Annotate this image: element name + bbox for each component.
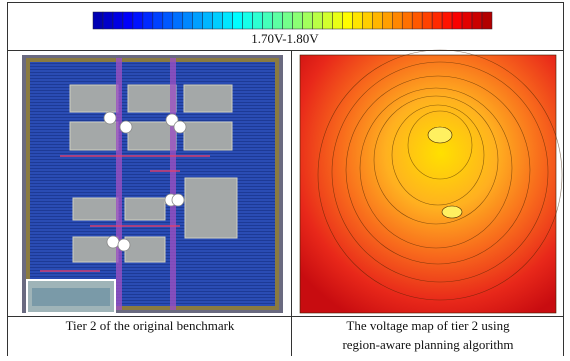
colorbar-swatch xyxy=(422,12,432,29)
colorbar-swatch xyxy=(402,12,412,29)
colorbar-swatch xyxy=(263,12,273,29)
colorbar-swatch xyxy=(193,12,203,29)
colorbar-swatch xyxy=(342,12,352,29)
colorbar-swatch xyxy=(283,12,293,29)
right-caption: region-aware planning algorithm xyxy=(342,337,513,352)
colorbar-swatch xyxy=(352,12,362,29)
colorbar-swatch xyxy=(293,12,303,29)
colorbar-swatch xyxy=(133,12,143,29)
colorbar-swatch xyxy=(113,12,123,29)
colorbar-swatch xyxy=(143,12,153,29)
colorbar-swatch xyxy=(103,12,113,29)
colorbar-swatch xyxy=(243,12,253,29)
colorbar xyxy=(93,12,492,29)
colorbar-swatch xyxy=(482,12,492,29)
right-caption: The voltage map of tier 2 using xyxy=(346,318,510,333)
colorbar-swatch xyxy=(362,12,372,29)
colorbar-swatch xyxy=(163,12,173,29)
colorbar-label: 1.70V-1.80V xyxy=(251,31,319,46)
colorbar-swatch xyxy=(462,12,472,29)
colorbar-swatch xyxy=(442,12,452,29)
colorbar-swatch xyxy=(153,12,163,29)
colorbar-swatch xyxy=(203,12,213,29)
colorbar-swatch xyxy=(183,12,193,29)
colorbar-swatch xyxy=(322,12,332,29)
colorbar-swatch xyxy=(412,12,422,29)
colorbar-swatch xyxy=(392,12,402,29)
colorbar-swatch xyxy=(382,12,392,29)
voltage-map xyxy=(300,50,562,313)
colorbar-swatch xyxy=(302,12,312,29)
colorbar-swatch xyxy=(223,12,233,29)
colorbar-swatch xyxy=(432,12,442,29)
left-caption: Tier 2 of the original benchmark xyxy=(66,318,235,333)
colorbar-swatch xyxy=(253,12,263,29)
colorbar-swatch xyxy=(372,12,382,29)
colorbar-swatch xyxy=(332,12,342,29)
colorbar-swatch xyxy=(123,12,133,29)
colorbar-swatch xyxy=(312,12,322,29)
layout-image xyxy=(22,55,283,313)
figure: 1.70V-1.80V xyxy=(0,0,570,356)
colorbar-swatch xyxy=(472,12,482,29)
colorbar-swatch xyxy=(452,12,462,29)
colorbar-swatch xyxy=(93,12,103,29)
page: 1.70V-1.80V xyxy=(0,0,570,356)
colorbar-swatch xyxy=(173,12,183,29)
colorbar-swatch xyxy=(233,12,243,29)
colorbar-swatch xyxy=(273,12,283,29)
colorbar-swatch xyxy=(213,12,223,29)
